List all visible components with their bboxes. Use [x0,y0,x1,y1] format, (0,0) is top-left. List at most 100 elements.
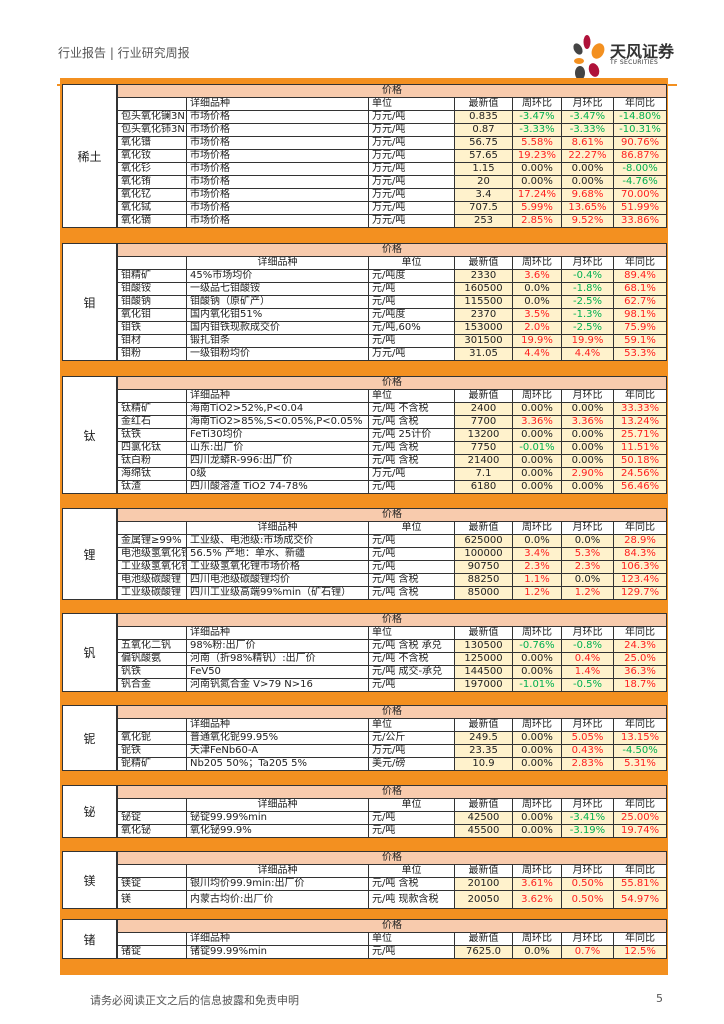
unit: 万元/吨 [368,175,455,189]
item-name: 钼酸钠 [117,295,187,309]
latest-value: 130500 [454,639,513,653]
week-change: 5.99% [512,201,562,215]
latest-value: 7.1 [454,467,513,481]
column-header-row: 详细品种 单位 最新值 周环比 月环比 年同比 [117,521,668,535]
item-spec: 98%粉:出厂价 [186,639,369,653]
year-change: 53.3% [612,347,668,361]
month-change: 0.00% [561,480,614,494]
month-change: 9.52% [561,214,614,228]
table-row: 钛精矿 海南TiO2>52%,P<0.04 元/吨 不含税 2400 0.00% 0.00… [117,402,668,416]
column-header: 最新值 [454,389,513,403]
column-header: 最新值 [454,626,513,640]
table-row: 氧化铋 氧化铋99.9% 元/吨 45500 0.00% -3.19% 19.74% [117,824,668,838]
column-header-row: 详细品种 单位 最新值 周环比 月环比 年同比 [117,798,668,812]
table-row: 电池级氢氧化锂 56.5% 产地：单水、新疆 元/吨 100000 3.4% 5.3% 84… [117,547,668,561]
section-label: 铋 [62,785,117,838]
table-row: 氧化钼 国内氧化钼51% 元/吨度 2370 3.5% -1.3% 98.1% [117,308,668,322]
unit: 元/吨 [368,945,455,959]
month-change: 0.00% [561,441,614,455]
section-1: 钼价格 详细品种 单位 最新值 周环比 月环比 年同比 钼精矿 45%市场均价 元/吨度 2330 3… [62,243,668,361]
month-change: 19.9% [561,334,614,348]
week-change: -0.01% [512,441,562,455]
week-change: 2.3% [512,560,562,574]
latest-value: 6180 [454,480,513,494]
item-name: 钒铁 [117,665,187,679]
column-header: 月环比 [561,256,614,270]
table-row: 包头氧化铈3N 市场价格 万元/吨 0.87 -3.33% -3.33% -10.31% [117,123,668,137]
item-name: 氧化钼 [117,308,187,322]
table-row: 五氧化二钒 98%粉:出厂价 元/吨 含税 承兑 130500 -0.76% -0.8% 2… [117,639,668,653]
table-row: 钼酸铵 一级品七钼酸铵 元/吨 160500 0.0% -1.8% 68.1% [117,282,668,296]
item-spec: 国内钼铁现款成交价 [186,321,369,335]
unit: 元/吨 [368,560,455,574]
week-change: 1.1% [512,573,562,587]
column-header: 周环比 [512,97,562,111]
column-header: 详细品种 [186,521,369,535]
month-change: 0.0% [561,573,614,587]
year-change: 25.71% [612,428,668,442]
column-header: 周环比 [512,256,562,270]
latest-value: 10.9 [454,757,513,771]
item-name: 氧化铽 [117,201,187,215]
column-header: 单位 [368,864,455,878]
item-name: 氧化铋 [117,824,187,838]
year-change: 18.7% [612,678,668,692]
column-header-blank [117,97,187,111]
table-row: 锗锭 锗锭99.99%min 元/吨 7625.0 0.0% 0.7% 12.5% [117,945,668,959]
table-row: 金红石 海南TiO2>85%,S<0.05%,P<0.05% 元/吨 含税 7700 3… [117,415,668,429]
item-name: 氧化铕 [117,175,187,189]
unit: 万元/吨 [368,110,455,124]
unit: 万元/吨 [368,136,455,150]
unit: 元/吨 现款含税 [368,890,455,909]
latest-value: 100000 [454,547,513,561]
latest-value: 3.4 [454,188,513,202]
unit: 万元/吨 [368,201,455,215]
item-spec: 市场价格 [186,110,369,124]
column-header: 最新值 [454,256,513,270]
section-5: 铌价格 详细品种 单位 最新值 周环比 月环比 年同比 氧化铌 普通氧化铌99.95% 元/公斤 2… [62,705,668,771]
column-header: 周环比 [512,798,562,812]
item-spec: 钼酸钠（原矿产） [186,295,369,309]
item-spec: 工业级、电池级:市场成交价 [186,534,369,548]
year-change: -14.80% [612,110,668,124]
price-table: 价格 详细品种 单位 最新值 周环比 月环比 年同比 钼精矿 45%市场均价 元/吨度 2330 3.… [116,243,668,361]
year-change: 13.15% [612,731,668,745]
week-change: 3.5% [512,308,562,322]
group-title: 价格 [116,376,668,390]
week-change: 2.0% [512,321,562,335]
year-change: 13.24% [612,415,668,429]
latest-value: 0.835 [454,110,513,124]
column-header: 周环比 [512,718,562,732]
column-header: 详细品种 [186,798,369,812]
section-label: 镁 [62,851,117,909]
table-row: 氧化镝 市场价格 万元/吨 253 2.85% 9.52% 33.86% [117,214,668,228]
item-spec: 四川酸溶渣 TiO2 74-78% [186,480,369,494]
column-header: 月环比 [561,389,614,403]
item-name: 铋锭 [117,811,187,825]
month-change: 0.50% [561,890,614,909]
latest-value: 2400 [454,402,513,416]
item-name: 氧化钕 [117,149,187,163]
month-change: -2.5% [561,321,614,335]
week-change: 0.0% [512,282,562,296]
table-row: 钛白粉 四川龙蟒R-996:出厂价 元/吨 含税 21400 0.00% 0.00% 50.… [117,454,668,468]
week-change: 0.0% [512,534,562,548]
month-change: 0.4% [561,652,614,666]
year-change: 86.87% [612,149,668,163]
latest-value: 0.87 [454,123,513,137]
year-change: 11.51% [612,441,668,455]
column-header-row: 详细品种 单位 最新值 周环比 月环比 年同比 [117,864,668,878]
group-title-row: 价格 [116,851,668,865]
logo-text: 天风证券 [610,42,675,61]
item-name: 电池级氢氧化锂 [117,547,187,561]
item-spec: 天津FeNb60-A [186,744,369,758]
week-change: 17.24% [512,188,562,202]
week-change: 0.00% [512,428,562,442]
column-header: 年同比 [612,97,668,111]
week-change: 3.36% [512,415,562,429]
column-header: 最新值 [454,521,513,535]
column-header: 详细品种 [186,256,369,270]
month-change: -1.8% [561,282,614,296]
column-header: 最新值 [454,798,513,812]
month-change: -0.5% [561,678,614,692]
